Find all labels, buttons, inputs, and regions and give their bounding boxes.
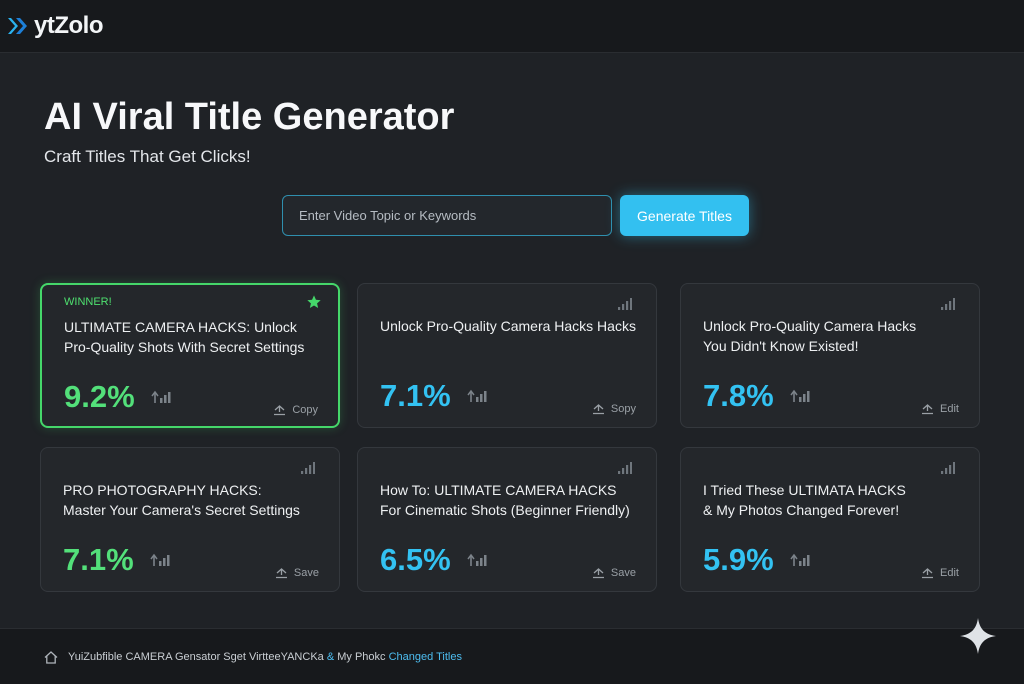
card-title: I Tried These ULTIMATA HACKS & My Photos… — [703, 480, 965, 520]
action-label: Copy — [292, 404, 318, 416]
card-title: How To: ULTIMATE CAMERA HACKS For Cinema… — [380, 480, 642, 520]
title-card-winner[interactable]: WINNER! ULTIMATE CAMERA HACKS: Unlock Pr… — [40, 283, 340, 428]
footer-text: YuiZubfible CAMERA Gensator Sget Virttee… — [68, 651, 462, 663]
topic-input-wrapper — [282, 195, 612, 236]
copy-icon — [274, 405, 286, 416]
ctr-percent: 7.1% — [63, 542, 134, 577]
trend-bars-icon — [466, 553, 488, 572]
top-bar: ytZolo — [0, 0, 1024, 53]
edit-icon — [922, 404, 934, 415]
signal-icon — [618, 461, 632, 479]
title-card[interactable]: Unlock Pro-Quality Camera Hacks Hacks 7.… — [357, 283, 657, 428]
signal-icon — [301, 461, 315, 479]
generate-titles-button[interactable]: Generate Titles — [620, 195, 749, 236]
card-title-line: Unlock Pro-Quality Camera Hacks — [703, 318, 917, 334]
action-label: Edit — [940, 403, 959, 415]
trend-bars-icon — [466, 389, 488, 408]
edit-icon — [922, 568, 934, 579]
ctr-percent: 5.9% — [703, 542, 774, 577]
title-card[interactable]: PRO PHOTOGRAPHY HACKS: Master Your Camer… — [40, 447, 340, 592]
footer-text-amp: & — [326, 651, 335, 663]
title-card[interactable]: Unlock Pro-Quality Camera Hacks You Didn… — [680, 283, 980, 428]
trend-bars-icon — [149, 553, 171, 572]
ctr-percent: 9.2% — [64, 379, 135, 414]
ctr-percent: 7.1% — [380, 378, 451, 413]
title-card[interactable]: How To: ULTIMATE CAMERA HACKS For Cinema… — [357, 447, 657, 592]
signal-icon — [618, 297, 632, 315]
topic-input[interactable] — [283, 196, 611, 235]
card-title-line: How To: ULTIMATE CAMERA HACKS — [380, 482, 617, 498]
footer-text-tail: My Phokc — [337, 651, 386, 663]
card-title: ULTIMATE CAMERA HACKS: Unlock Pro-Qualit… — [64, 317, 326, 357]
footer-text-main: YuiZubfible CAMERA Gensator Sget Virttee… — [68, 651, 324, 663]
trend-bars-icon — [789, 389, 811, 408]
footer-link[interactable]: Changed Titles — [388, 651, 462, 663]
sparkle-icon — [958, 616, 998, 661]
card-title-line: Unlock Pro-Quality Camera Hacks Hacks — [380, 318, 636, 334]
edit-button[interactable]: Edit — [921, 403, 959, 415]
action-label: Save — [610, 567, 636, 579]
card-title: Unlock Pro-Quality Camera Hacks Hacks — [380, 316, 642, 336]
action-label: Edit — [940, 567, 959, 579]
save-button[interactable]: Save — [275, 567, 319, 579]
save-icon — [275, 568, 287, 579]
page-title: AI Viral Title Generator — [44, 96, 455, 138]
action-label: Sopy — [610, 403, 636, 415]
save-button[interactable]: Save — [592, 567, 636, 579]
card-title-line: You Didn't Know Existed! — [703, 338, 859, 354]
page-subtitle: Craft Titles That Get Clicks! — [44, 147, 251, 166]
footer-bar: YuiZubfible CAMERA Gensator Sget Virttee… — [0, 628, 1024, 684]
signal-icon — [941, 297, 955, 315]
save-icon — [592, 568, 604, 579]
logo-text: ytZolo — [34, 12, 104, 39]
card-title: PRO PHOTOGRAPHY HACKS: Master Your Camer… — [63, 480, 325, 520]
copy-button[interactable]: Copy — [273, 404, 318, 416]
card-title-line: ULTIMATE CAMERA HACKS: Unlock — [64, 319, 297, 335]
app-logo[interactable]: ytZolo — [6, 12, 104, 40]
card-title: Unlock Pro-Quality Camera Hacks You Didn… — [703, 316, 965, 356]
copy-button[interactable]: Sopy — [592, 403, 636, 415]
logo-chevron-icon — [6, 14, 30, 38]
trend-bars-icon — [150, 390, 172, 409]
card-title-line: & My Photos Changed Forever! — [703, 502, 900, 518]
ctr-percent: 7.8% — [703, 378, 774, 413]
title-card[interactable]: I Tried These ULTIMATA HACKS & My Photos… — [680, 447, 980, 592]
card-title-line: For Cinematic Shots (Beginner Friendly) — [380, 502, 630, 518]
card-title-line: I Tried These ULTIMATA HACKS — [703, 482, 906, 498]
winner-badge: WINNER! — [64, 296, 112, 308]
edit-button[interactable]: Edit — [921, 567, 959, 579]
ctr-percent: 6.5% — [380, 542, 451, 577]
home-icon[interactable] — [44, 651, 58, 669]
copy-icon — [592, 404, 604, 415]
action-label: Save — [293, 567, 319, 579]
card-title-line: Pro-Quality Shots With Secret Settings — [64, 339, 305, 355]
signal-icon — [941, 461, 955, 479]
star-icon[interactable] — [306, 294, 322, 315]
card-title-line: Master Your Camera's Secret Settings — [63, 502, 300, 518]
card-title-line: PRO PHOTOGRAPHY HACKS: — [63, 482, 262, 498]
trend-bars-icon — [789, 553, 811, 572]
